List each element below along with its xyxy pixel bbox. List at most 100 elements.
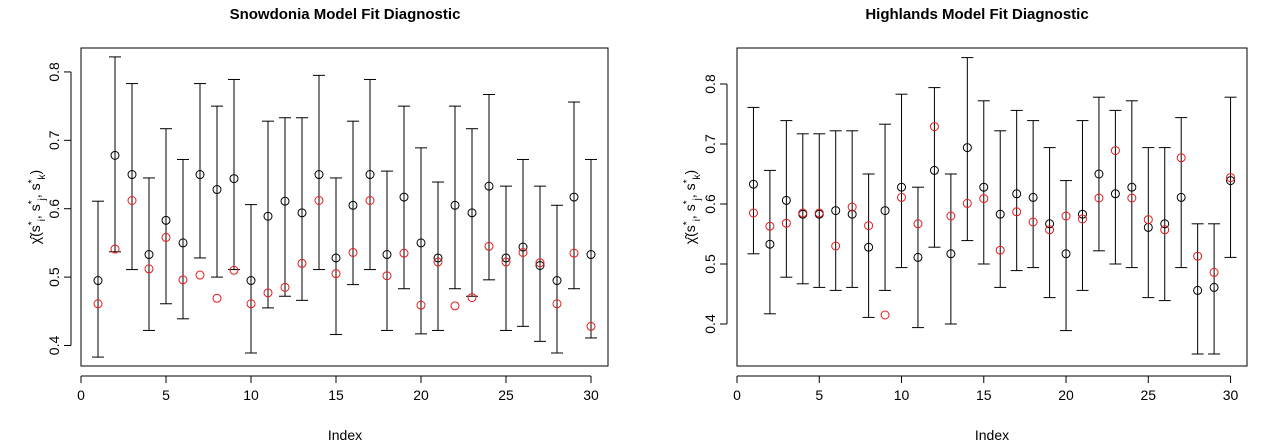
point-empirical: [1110, 189, 1120, 199]
point-empirical: [246, 276, 256, 286]
point-empirical: [552, 276, 562, 286]
point-empirical: [127, 170, 137, 180]
y-axis-title-sup2: *: [682, 200, 693, 204]
point-model: [450, 301, 460, 311]
point-model: [1012, 207, 1022, 217]
plot-frame: [80, 47, 609, 367]
y-tick-label: 0.5: [46, 267, 62, 287]
y-axis-title-sup2: *: [27, 200, 38, 204]
y-axis-title-sup3: *: [682, 179, 693, 183]
x-tick-label: 10: [243, 387, 259, 403]
point-model: [897, 192, 907, 202]
point-empirical: [962, 143, 972, 153]
point-empirical: [399, 192, 409, 202]
point-model: [348, 247, 358, 257]
x-axis-title: Index: [975, 427, 1009, 443]
point-empirical: [586, 250, 596, 260]
y-tick-label: 0.8: [702, 74, 718, 94]
point-model: [178, 275, 188, 285]
point-empirical: [1226, 176, 1236, 186]
point-model: [929, 122, 939, 132]
point-empirical: [929, 165, 939, 175]
point-model: [161, 232, 171, 242]
point-model: [1209, 267, 1219, 277]
plot-frame: [736, 47, 1248, 367]
y-axis-title: χ̂(s*i, s*j, s*k): [27, 170, 48, 244]
point-model: [416, 300, 426, 310]
point-empirical: [161, 215, 171, 225]
x-tick-label: 15: [976, 387, 992, 403]
point-empirical: [365, 170, 375, 180]
y-axis-title: χ̂(s*i, s*j, s*k): [682, 170, 703, 244]
point-model: [798, 208, 808, 218]
y-axis-title-close: ): [27, 170, 43, 175]
point-empirical: [979, 182, 989, 192]
point-empirical: [748, 179, 758, 189]
point-model: [314, 196, 324, 206]
point-empirical: [1193, 285, 1203, 295]
y-tick-label: 0.7: [46, 130, 62, 150]
y-axis-title-sup3: *: [27, 179, 38, 183]
point-model: [913, 219, 923, 229]
point-model: [864, 221, 874, 231]
y-axis-title-sup1: *: [27, 221, 38, 225]
point-model: [569, 248, 579, 258]
y-axis-title-sub3: k: [37, 173, 48, 179]
point-empirical: [913, 252, 923, 262]
point-empirical: [297, 208, 307, 218]
point-empirical: [416, 238, 426, 248]
point-model: [765, 221, 775, 231]
point-empirical: [1061, 249, 1071, 259]
point-model: [814, 208, 824, 218]
y-axis-title-sub1: i: [37, 219, 48, 221]
y-tick-label: 0.8: [46, 62, 62, 82]
point-model: [979, 194, 989, 204]
point-model: [1045, 225, 1055, 235]
y-axis-title-chi: χ̂(s: [27, 225, 43, 244]
point-model: [586, 321, 596, 331]
point-model: [331, 269, 341, 279]
point-empirical: [178, 238, 188, 248]
point-model: [1110, 146, 1120, 156]
y-axis-title-sub1: i: [692, 219, 703, 221]
point-model: [1160, 225, 1170, 235]
x-tick-label: 30: [1223, 387, 1239, 403]
x-tick-label: 25: [1141, 387, 1157, 403]
point-model: [127, 196, 137, 206]
point-empirical: [831, 206, 841, 216]
point-empirical: [1176, 192, 1186, 202]
point-model: [263, 288, 273, 298]
point-empirical: [314, 170, 324, 180]
point-empirical: [93, 276, 103, 286]
point-empirical: [263, 211, 273, 221]
point-empirical: [518, 242, 528, 252]
point-model: [847, 202, 857, 212]
point-empirical: [484, 181, 494, 191]
y-axis-title-sep1: , s: [682, 204, 698, 219]
point-model: [1094, 193, 1104, 203]
point-model: [995, 245, 1005, 255]
point-empirical: [781, 195, 791, 205]
point-model: [1193, 251, 1203, 261]
y-tick-label: 0.6: [46, 199, 62, 219]
point-empirical: [880, 206, 890, 216]
marks: 0 5 10 15 20 25 30 0.4 0.5 0.6 0.7 0.8: [46, 56, 599, 403]
y-axis-title-sep2: , s: [682, 183, 698, 198]
point-model: [1028, 217, 1038, 227]
x-axis-title: Index: [328, 427, 362, 443]
x-tick-label: 0: [733, 387, 741, 403]
point-model: [399, 248, 409, 258]
point-model: [1226, 173, 1236, 183]
point-model: [1143, 215, 1153, 225]
point-empirical: [433, 253, 443, 263]
point-model: [195, 270, 205, 280]
y-tick-label: 0.4: [702, 314, 718, 334]
point-model: [365, 196, 375, 206]
y-tick-label: 0.5: [702, 254, 718, 274]
point-empirical: [995, 209, 1005, 219]
point-model: [246, 299, 256, 309]
y-axis-title-sep1: , s: [27, 204, 43, 219]
y-tick-label: 0.7: [702, 134, 718, 154]
x-tick-label: 25: [498, 387, 514, 403]
chart-title: Snowdonia Model Fit Diagnostic: [230, 6, 461, 23]
